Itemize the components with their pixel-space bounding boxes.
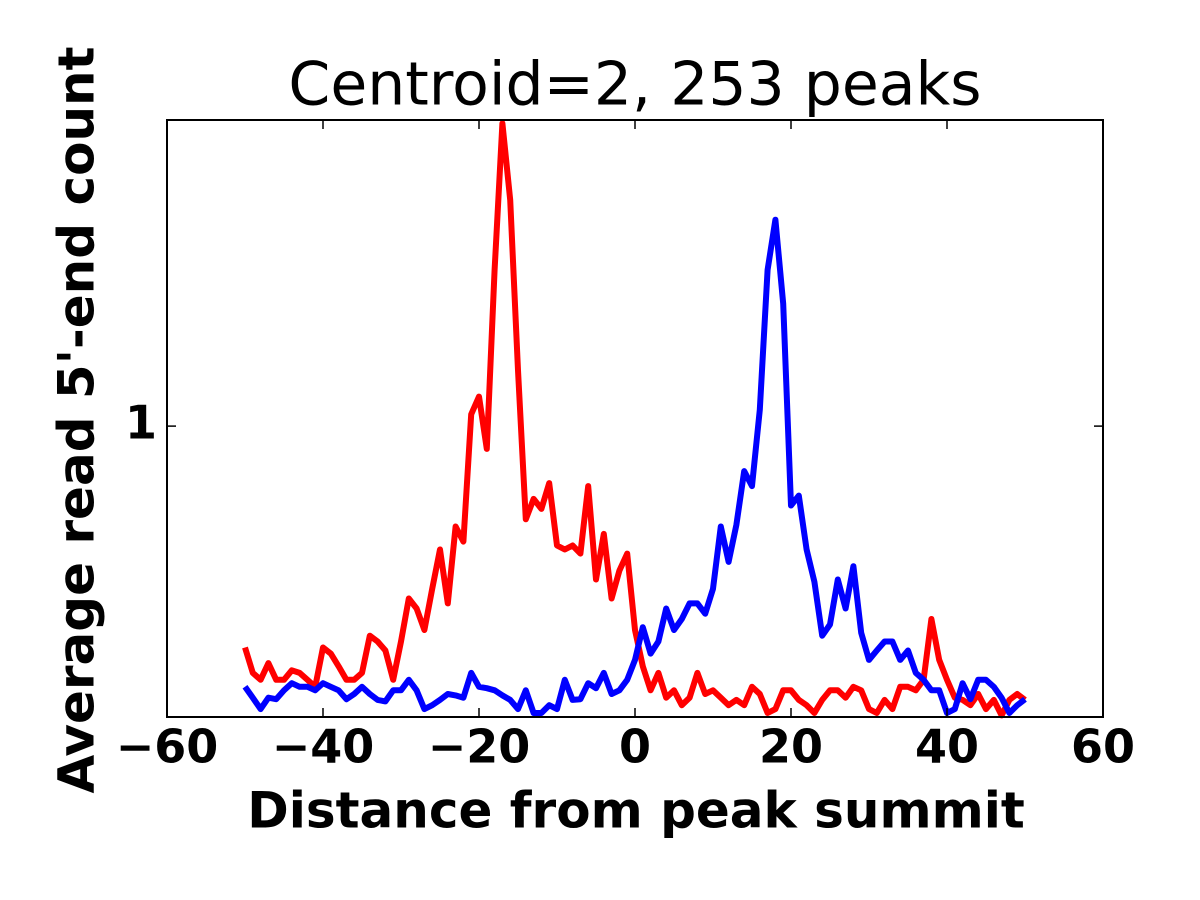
x-tick-label: −60 bbox=[116, 720, 219, 774]
x-axis-label: Distance from peak summit bbox=[247, 782, 1025, 840]
x-tick-label: 60 bbox=[1071, 720, 1135, 774]
x-tick-label: 0 bbox=[619, 720, 651, 774]
x-tick-label: 20 bbox=[759, 720, 823, 774]
x-tick-label: 40 bbox=[915, 720, 979, 774]
data-line bbox=[242, 120, 1027, 719]
data-line bbox=[242, 216, 1027, 716]
y-axis-label: Average read 5'-end count bbox=[48, 46, 106, 793]
x-tick-label: −20 bbox=[428, 720, 531, 774]
x-tick-label: −40 bbox=[272, 720, 375, 774]
y-tick-label: 1 bbox=[125, 396, 157, 450]
chart-title: Centroid=2, 253 peaks bbox=[288, 50, 981, 120]
plot-frame bbox=[166, 119, 1104, 718]
